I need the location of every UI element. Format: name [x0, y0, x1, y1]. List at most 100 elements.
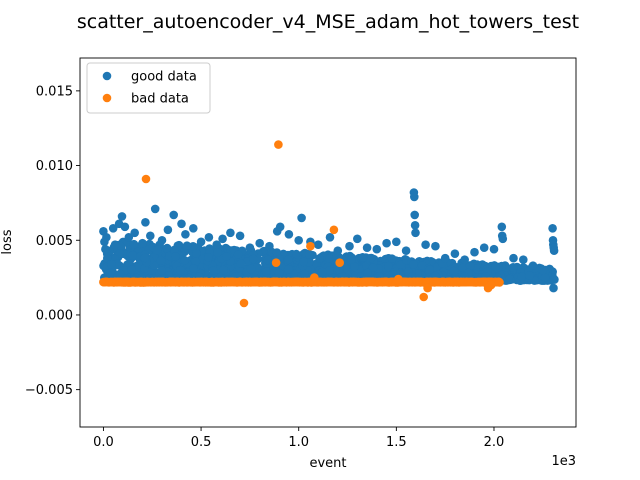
- good-data-point: [458, 263, 468, 273]
- good-data-point: [497, 222, 507, 232]
- good-data-point: [353, 234, 362, 244]
- good-data-point: [410, 221, 420, 230]
- good-data-point: [367, 253, 376, 263]
- good-data-point: [180, 256, 190, 265]
- good-data-point: [317, 267, 327, 277]
- good-data-point: [431, 241, 440, 251]
- good-data-point: [505, 274, 514, 284]
- x-tick-label: 1.5: [386, 435, 407, 450]
- good-data-point: [387, 254, 397, 263]
- good-data-point: [275, 222, 285, 232]
- legend-marker: [102, 93, 112, 103]
- plot-frame: [79, 57, 577, 428]
- good-data-point: [129, 239, 139, 249]
- good-data-point: [182, 241, 192, 250]
- good-data-point: [124, 233, 134, 242]
- good-data-point: [246, 264, 256, 274]
- good-data-point: [425, 265, 435, 275]
- good-data-point: [325, 266, 334, 276]
- axes: 0.0 0.5 1.0 1.5 2.0 −0.005 0.000 0.005 0.010 0.01…: [25, 57, 577, 450]
- good-data-point: [117, 212, 127, 221]
- good-data-point: [171, 251, 180, 261]
- y-tick-label: 0.005: [36, 234, 73, 249]
- good-data-point: [115, 249, 125, 258]
- good-data-point: [294, 236, 304, 245]
- bad-data-point: [274, 140, 283, 149]
- good-data-point: [106, 259, 116, 269]
- good-data-point: [113, 259, 122, 269]
- good-data-point: [450, 249, 460, 258]
- good-data-point: [213, 248, 222, 257]
- good-data-point: [209, 266, 218, 275]
- good-data-point: [130, 228, 139, 238]
- bad-data-point: [335, 258, 345, 268]
- good-data-point: [226, 228, 235, 238]
- good-data-point: [153, 245, 162, 255]
- good-data-point: [108, 224, 118, 233]
- good-data-point: [540, 273, 550, 282]
- good-data-point: [157, 266, 166, 275]
- good-data-point: [362, 243, 372, 252]
- good-data-point: [283, 264, 293, 274]
- good-data-point: [274, 268, 284, 278]
- good-data-point: [292, 249, 301, 259]
- bad-data-point: [141, 174, 151, 184]
- good-data-point: [460, 255, 470, 264]
- good-data-point: [300, 269, 309, 279]
- good-data-point: [262, 267, 271, 277]
- x-tick-label: 0.5: [191, 435, 212, 450]
- bad-data-point: [419, 292, 429, 302]
- good-data-point: [549, 246, 559, 255]
- good-data-point: [401, 246, 411, 255]
- good-data-point: [304, 249, 314, 259]
- good-data-point: [284, 230, 294, 239]
- good-data-point: [156, 256, 166, 265]
- good-data-point: [334, 265, 344, 274]
- good-data-point: [140, 253, 150, 263]
- good-data-point: [508, 263, 518, 272]
- legend-label: good data: [131, 70, 197, 85]
- y-tick-label: −0.005: [25, 383, 73, 398]
- good-data-point: [141, 218, 150, 227]
- good-data-point: [297, 213, 306, 223]
- good-data-point: [218, 234, 227, 244]
- good-data-point: [181, 230, 190, 239]
- good-data-point: [470, 247, 479, 257]
- good-data-point: [283, 255, 293, 265]
- good-data-point: [299, 257, 308, 267]
- good-data-point: [465, 261, 475, 271]
- good-data-point: [333, 246, 343, 255]
- legend-box: [86, 62, 211, 114]
- good-data-point: [128, 251, 137, 260]
- good-data-point: [138, 238, 147, 248]
- good-data-point: [498, 234, 508, 244]
- good-data-point: [313, 240, 323, 249]
- good-data-point: [175, 265, 185, 275]
- good-data-point: [440, 253, 450, 263]
- good-data-point: [255, 238, 264, 248]
- good-data-point: [325, 253, 334, 263]
- good-data-point: [150, 204, 160, 214]
- good-data-point: [263, 255, 273, 265]
- good-data-point: [491, 262, 500, 272]
- good-data-point: [509, 253, 518, 263]
- good-data-point: [169, 210, 178, 220]
- good-data-point: [127, 265, 136, 275]
- good-data-point: [177, 219, 186, 229]
- good-data-point: [358, 252, 368, 262]
- good-data-point: [120, 222, 130, 232]
- plot-area: [99, 140, 559, 308]
- good-data-point: [410, 210, 420, 220]
- good-data-point: [409, 260, 418, 269]
- good-data-point: [189, 264, 198, 273]
- good-data-point: [235, 231, 245, 241]
- bad-data-point: [239, 298, 249, 308]
- good-data-point: [222, 252, 231, 261]
- good-data-point: [382, 238, 391, 248]
- x-tick-label: 1.0: [288, 435, 309, 450]
- good-data-point: [368, 263, 378, 272]
- good-data-point: [233, 250, 243, 259]
- good-data-point: [528, 261, 538, 271]
- good-data-point: [212, 240, 221, 249]
- good-data-point: [350, 262, 359, 272]
